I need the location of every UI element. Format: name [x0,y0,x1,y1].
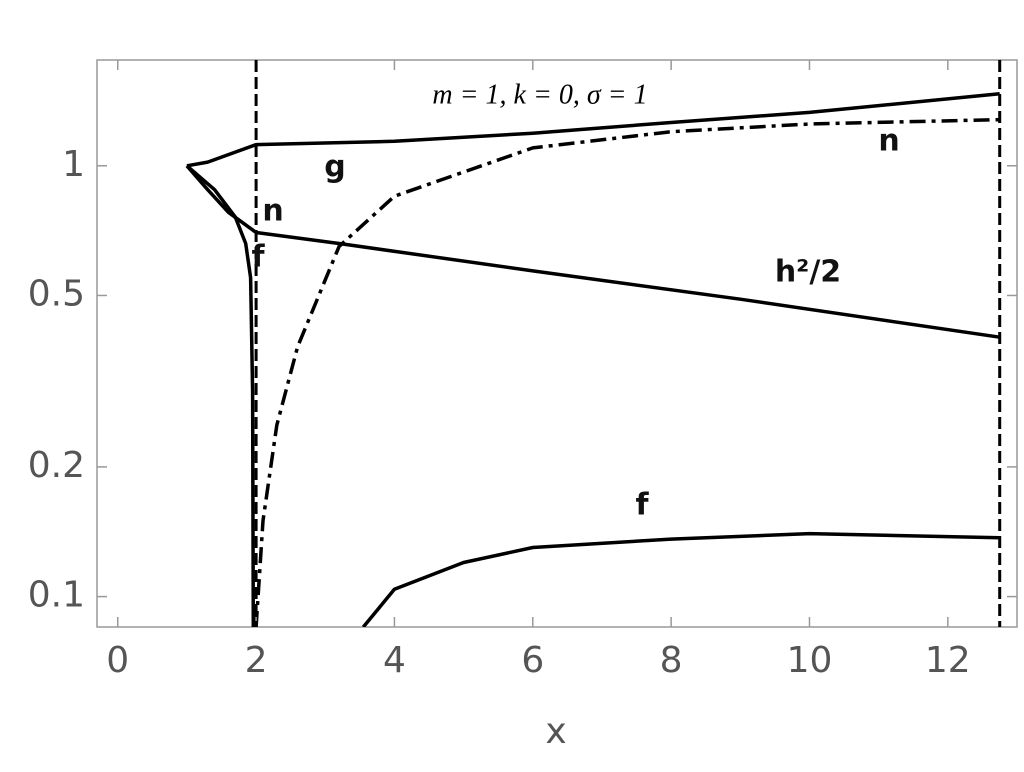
y-tick-label: 0.2 [28,445,85,486]
x-tick-label: 6 [521,640,544,681]
x-tick-label: 4 [383,640,406,681]
x-tick-label: 2 [245,640,268,681]
plot-frame [96,59,1018,628]
x-axis-label: x [545,711,566,752]
curve [186,91,1000,168]
x-tick-label: 8 [660,640,683,681]
curve [185,164,256,627]
curve-label: h²/2 [775,255,841,290]
curve-label: f [635,488,649,523]
y-tick-label: 0.1 [28,575,85,616]
chart-title: m = 1, k = 0, σ = 1 [432,79,647,110]
curve [185,164,1000,339]
curve-label: f [251,240,265,275]
curve [361,531,1000,627]
x-tick-label: 0 [106,640,129,681]
curve [254,117,1000,627]
y-tick-label: 1 [62,144,85,185]
x-tick-label: 12 [925,640,971,681]
curve-label: n [878,124,899,159]
curve-label: n [262,194,283,229]
y-tick-label: 0.5 [28,273,85,314]
curve-label: g [324,150,345,185]
curves [185,91,1000,627]
x-tick-label: 10 [787,640,833,681]
